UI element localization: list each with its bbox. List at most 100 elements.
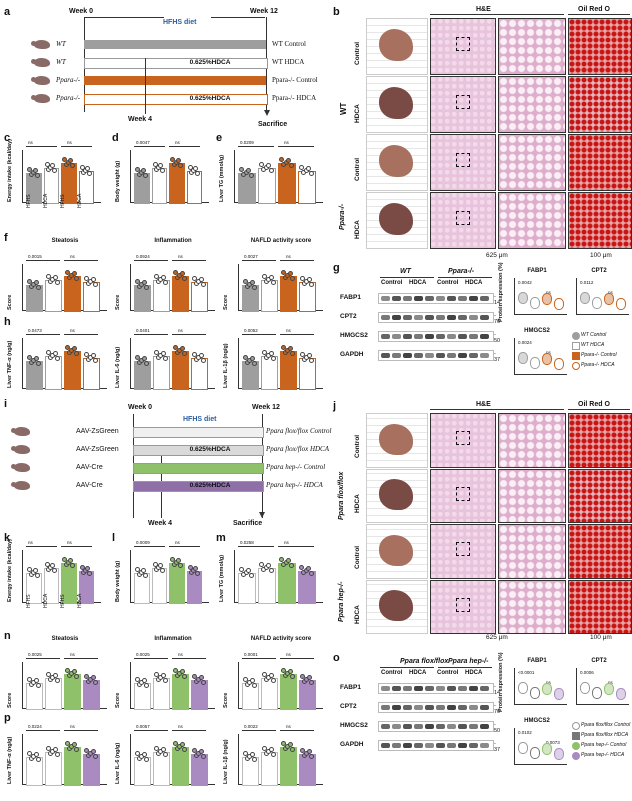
data-point — [73, 673, 79, 679]
data-point — [299, 564, 304, 570]
data-point — [286, 158, 292, 163]
blot-band — [403, 353, 412, 358]
data-point — [84, 352, 89, 357]
violin-mark — [518, 742, 528, 754]
p-value: 0.0025 — [136, 652, 150, 657]
p-value: ns — [70, 652, 75, 657]
oro-title-line — [568, 14, 630, 15]
liver-tissue — [379, 87, 413, 120]
data-point — [33, 677, 39, 683]
group-bar — [133, 481, 264, 492]
lane-label: HDCA — [465, 670, 483, 676]
blot-band — [403, 296, 412, 301]
he-highmag — [498, 579, 566, 634]
blot-band — [403, 315, 412, 320]
chart-title: Inflammation — [154, 636, 192, 642]
chart-title: HMGCS2 — [524, 718, 550, 724]
violin-mark — [592, 687, 602, 699]
blot-band — [458, 686, 467, 691]
blot-band — [447, 705, 456, 710]
blot-band — [392, 315, 401, 320]
lane-label: HDCA — [465, 280, 483, 286]
bar-mark — [299, 358, 316, 390]
data-point — [173, 344, 178, 350]
panel-label-h: h — [4, 316, 11, 328]
bar-mark — [134, 573, 150, 604]
data-point — [27, 167, 32, 173]
legend-symbol — [572, 722, 580, 730]
data-point — [154, 349, 159, 355]
data-point — [300, 352, 305, 357]
y-axis-label: Liver TG (mmol/g) — [219, 554, 225, 602]
data-point — [259, 562, 264, 568]
mouse-icon — [31, 76, 50, 85]
he-highmag — [498, 413, 566, 468]
p-value: ns — [67, 140, 72, 145]
data-point — [135, 278, 140, 284]
panel-label-o: o — [333, 652, 340, 664]
data-point — [270, 280, 276, 286]
data-point — [306, 565, 312, 571]
data-point — [287, 345, 293, 351]
sig-line — [26, 730, 60, 731]
bar-mark — [191, 358, 208, 390]
row-label: Control — [354, 434, 361, 458]
he-lowmag — [430, 579, 496, 634]
group-bar — [84, 76, 266, 85]
flox-group-label: Ppara flox/flox — [338, 471, 345, 520]
p-value: 0.0209 — [240, 140, 254, 145]
data-point — [259, 162, 264, 168]
liver-tissue — [379, 534, 413, 566]
y-axis-label: Score — [7, 294, 13, 310]
data-point — [251, 756, 257, 762]
liver-photo — [366, 579, 428, 634]
data-point — [92, 680, 98, 686]
data-point — [141, 677, 147, 683]
western-blot-o: Ppara flox/flox Ppara hep-/- Control HDCA Co… — [340, 656, 500, 776]
blot-band — [458, 353, 467, 358]
data-point — [52, 168, 58, 174]
blot-strip — [378, 702, 494, 713]
blot-band — [425, 315, 434, 320]
genotype-label: Ppara-/- — [56, 94, 81, 102]
data-point — [249, 751, 255, 757]
bar-mark — [186, 170, 202, 204]
sig-line — [278, 546, 314, 547]
data-point — [306, 165, 312, 171]
oro-title-line — [568, 409, 630, 410]
data-point — [143, 284, 149, 290]
data-point — [287, 741, 293, 747]
blot-strip — [378, 740, 494, 751]
data-point — [52, 673, 58, 679]
p-value: 0.0102 — [518, 730, 532, 735]
blot-band — [414, 686, 423, 691]
violin-mark — [554, 688, 564, 700]
sig-line — [26, 658, 60, 659]
chart-title: NAFLD activity score — [250, 636, 312, 642]
panel-label-l: l — [112, 532, 116, 544]
lane-label: HDCA — [409, 670, 427, 676]
data-point — [270, 678, 276, 684]
week0-label: Week 0 — [69, 8, 93, 15]
bar-mark — [186, 570, 202, 604]
treatment-label: 0.625%HDCA — [189, 95, 231, 102]
liver-tissue — [379, 145, 413, 178]
bar-mark — [83, 680, 100, 710]
data-point — [243, 278, 248, 284]
data-point — [71, 668, 77, 674]
data-point — [249, 279, 255, 285]
bar-mark — [83, 754, 100, 786]
data-point — [54, 751, 60, 757]
data-point — [34, 173, 40, 179]
he-title-line — [430, 409, 564, 410]
kda-label: - 14 — [494, 684, 501, 696]
bar-mark — [172, 746, 189, 786]
violin-mark — [518, 352, 528, 364]
group-label: WT HDCA — [272, 58, 305, 66]
bar-mark — [191, 282, 208, 312]
scatter-row-cde: Energy intake (kcal/day) ns ns HFHS HDCA HFHS… — [0, 132, 330, 232]
panel-label-b: b — [333, 6, 340, 18]
sig-line — [280, 334, 314, 335]
he-highmag — [498, 524, 566, 579]
data-point — [160, 746, 166, 752]
